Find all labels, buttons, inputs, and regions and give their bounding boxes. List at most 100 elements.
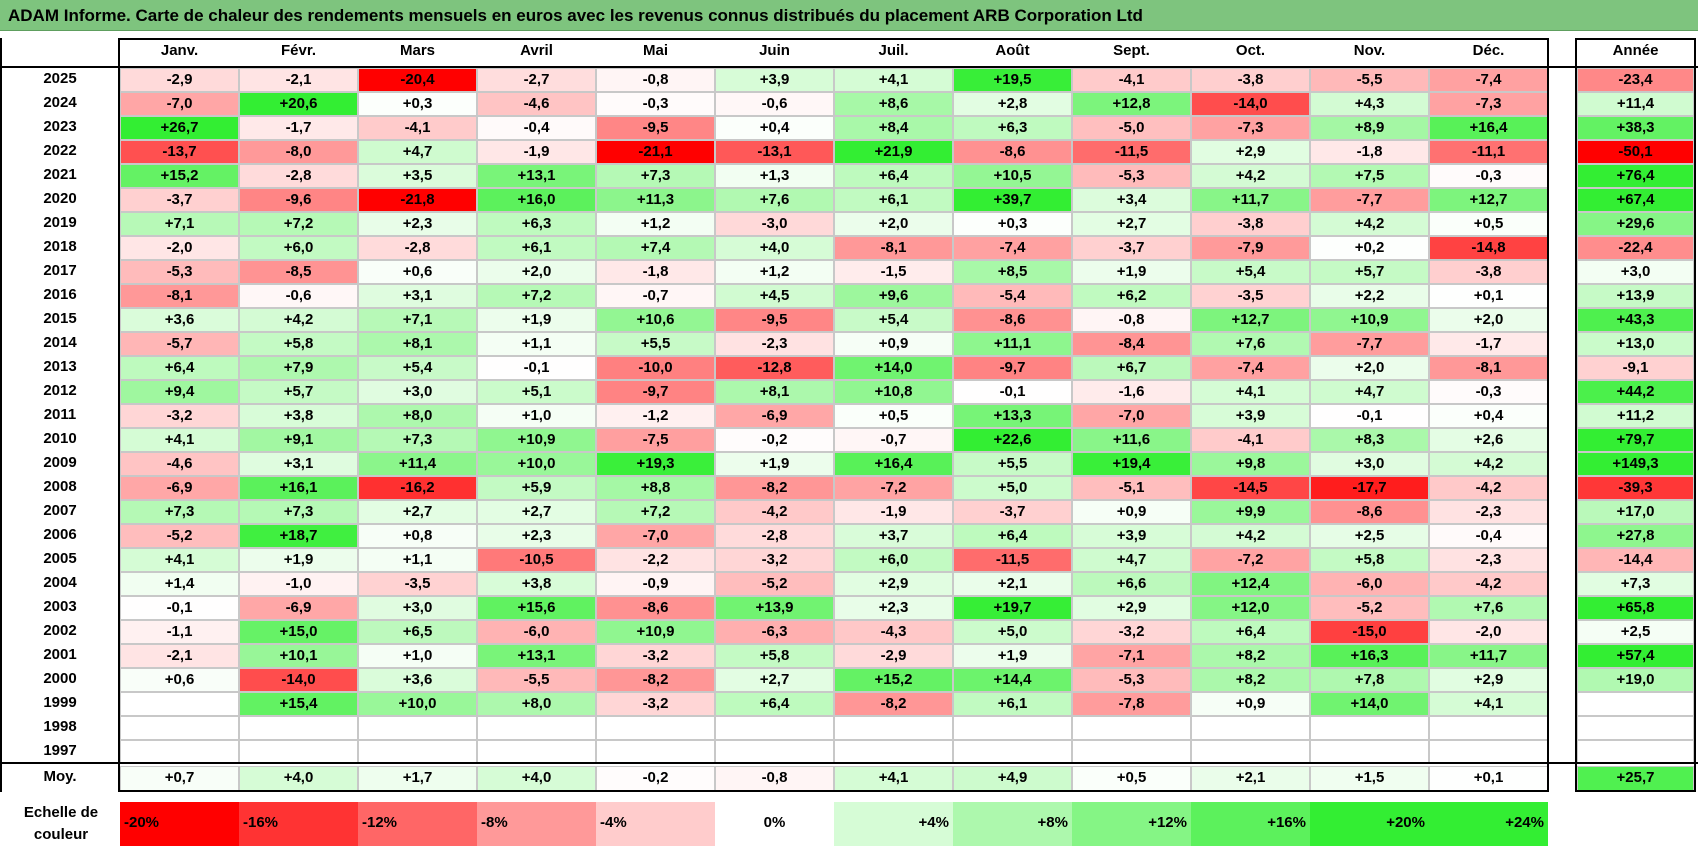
- annual-cell: +7,3: [1577, 572, 1694, 596]
- annual-cell: -14,4: [1577, 548, 1694, 572]
- heatmap-cell: -0,1: [477, 356, 596, 380]
- heatmap-cell: -3,5: [358, 572, 477, 596]
- heatmap-cell: +5,1: [477, 380, 596, 404]
- heatmap-cell: -7,8: [1072, 692, 1191, 716]
- heatmap-cell: +14,0: [834, 356, 953, 380]
- average-cell: +0,1: [1429, 766, 1548, 792]
- heatmap-cell: -2,1: [120, 644, 239, 668]
- heatmap-cell: -10,5: [477, 548, 596, 572]
- heatmap-cell: -15,0: [1310, 620, 1429, 644]
- heatmap-cell: +1,2: [596, 212, 715, 236]
- heatmap-cell: -8,6: [953, 140, 1072, 164]
- annual-cell: +65,8: [1577, 596, 1694, 620]
- heatmap-cell: +15,0: [239, 620, 358, 644]
- annual-cell: +67,4: [1577, 188, 1694, 212]
- heatmap-cell: +14,4: [953, 668, 1072, 692]
- heatmap-cell: +16,4: [834, 452, 953, 476]
- heatmap-cell: -2,3: [715, 332, 834, 356]
- heatmap-cell: -3,8: [1429, 260, 1548, 284]
- annual-cell: +11,4: [1577, 92, 1694, 116]
- month-header: Juil.: [878, 42, 909, 59]
- heatmap-cell: -0,6: [715, 92, 834, 116]
- heatmap-cell: -0,1: [1310, 404, 1429, 428]
- year-label: 2012: [43, 382, 77, 399]
- heatmap-cell: +6,1: [834, 188, 953, 212]
- year-label: 2001: [43, 646, 77, 663]
- average-rule: [0, 762, 1698, 764]
- heatmap-cell: +1,1: [477, 332, 596, 356]
- heatmap-cell: [120, 716, 239, 740]
- heatmap-cell: +10,0: [477, 452, 596, 476]
- average-cell: -0,2: [596, 766, 715, 792]
- heatmap-cell: -2,8: [358, 236, 477, 260]
- heatmap-cell: +4,2: [1191, 524, 1310, 548]
- heatmap-cell: +1,4: [120, 572, 239, 596]
- heatmap-cell: -2,2: [596, 548, 715, 572]
- heatmap-cell: -5,3: [1072, 668, 1191, 692]
- heatmap-cell: +3,0: [358, 380, 477, 404]
- heatmap-cell: -7,0: [1072, 404, 1191, 428]
- heatmap-cell: +5,8: [239, 332, 358, 356]
- heatmap-cell: -3,8: [1191, 68, 1310, 92]
- heatmap-cell: -0,3: [1429, 380, 1548, 404]
- heatmap-cell: -8,2: [834, 692, 953, 716]
- heatmap-cell: +16,3: [1310, 644, 1429, 668]
- heatmap-cell: -14,0: [1191, 92, 1310, 116]
- heatmap-cell: +1,0: [477, 404, 596, 428]
- annual-cell: +38,3: [1577, 116, 1694, 140]
- title-bar: ADAM Informe. Carte de chaleur des rende…: [0, 0, 1698, 31]
- heatmap-cell: +2,9: [1072, 596, 1191, 620]
- heatmap-cell: +3,4: [1072, 188, 1191, 212]
- color-scale-swatch: 0%: [715, 802, 834, 846]
- heatmap-cell: +6,4: [834, 164, 953, 188]
- color-scale-swatch: -4%: [596, 802, 715, 846]
- heatmap-cell: [1429, 740, 1548, 764]
- annual-cell: -22,4: [1577, 236, 1694, 260]
- heatmap-cell: -8,1: [1429, 356, 1548, 380]
- heatmap-cell: +2,9: [1429, 668, 1548, 692]
- heatmap-cell: +5,0: [953, 476, 1072, 500]
- heatmap-cell: [1310, 716, 1429, 740]
- heatmap-cell: -2,0: [1429, 620, 1548, 644]
- heatmap-cell: +7,2: [239, 212, 358, 236]
- average-cell: -0,8: [715, 766, 834, 792]
- annual-cell: [1577, 740, 1694, 764]
- heatmap-cell: +2,9: [834, 572, 953, 596]
- month-header: Sept.: [1113, 42, 1150, 59]
- year-label: 2010: [43, 430, 77, 447]
- heatmap-cell: +1,0: [358, 644, 477, 668]
- year-label: 2011: [43, 406, 77, 423]
- heatmap-cell: +4,1: [120, 428, 239, 452]
- heatmap-cell: -0,8: [596, 68, 715, 92]
- heatmap-cell: +4,1: [1429, 692, 1548, 716]
- heatmap-cell: +0,4: [1429, 404, 1548, 428]
- heatmap-cell: +1,9: [477, 308, 596, 332]
- annual-cell: +149,3: [1577, 452, 1694, 476]
- heatmap-cell: -11,5: [953, 548, 1072, 572]
- heatmap-cell: -14,8: [1429, 236, 1548, 260]
- heatmap-cell: +4,5: [715, 284, 834, 308]
- heatmap-cell: +4,7: [358, 140, 477, 164]
- annual-cell: -50,1: [1577, 140, 1694, 164]
- average-cell: +0,5: [1072, 766, 1191, 792]
- heatmap-cell: -1,2: [596, 404, 715, 428]
- heatmap-cell: +4,3: [1310, 92, 1429, 116]
- heatmap-cell: +5,5: [596, 332, 715, 356]
- heatmap-cell: +0,6: [120, 668, 239, 692]
- heatmap-cell: [596, 740, 715, 764]
- year-label: 2023: [43, 118, 77, 135]
- heatmap-cell: +0,5: [834, 404, 953, 428]
- color-scale-swatch: +16%: [1191, 802, 1310, 846]
- heatmap-cell: +8,9: [1310, 116, 1429, 140]
- heatmap-cell: +19,3: [596, 452, 715, 476]
- heatmap-cell: -8,4: [1072, 332, 1191, 356]
- heatmap-cell: [1429, 716, 1548, 740]
- heatmap-cell: +9,6: [834, 284, 953, 308]
- color-scale-swatch: -20%: [120, 802, 239, 846]
- heatmap-cell: +3,1: [239, 452, 358, 476]
- heatmap-cell: -8,2: [715, 476, 834, 500]
- heatmap-cell: +11,6: [1072, 428, 1191, 452]
- heatmap-cell: +0,4: [715, 116, 834, 140]
- heatmap-cell: +16,0: [477, 188, 596, 212]
- heatmap-cell: -11,1: [1429, 140, 1548, 164]
